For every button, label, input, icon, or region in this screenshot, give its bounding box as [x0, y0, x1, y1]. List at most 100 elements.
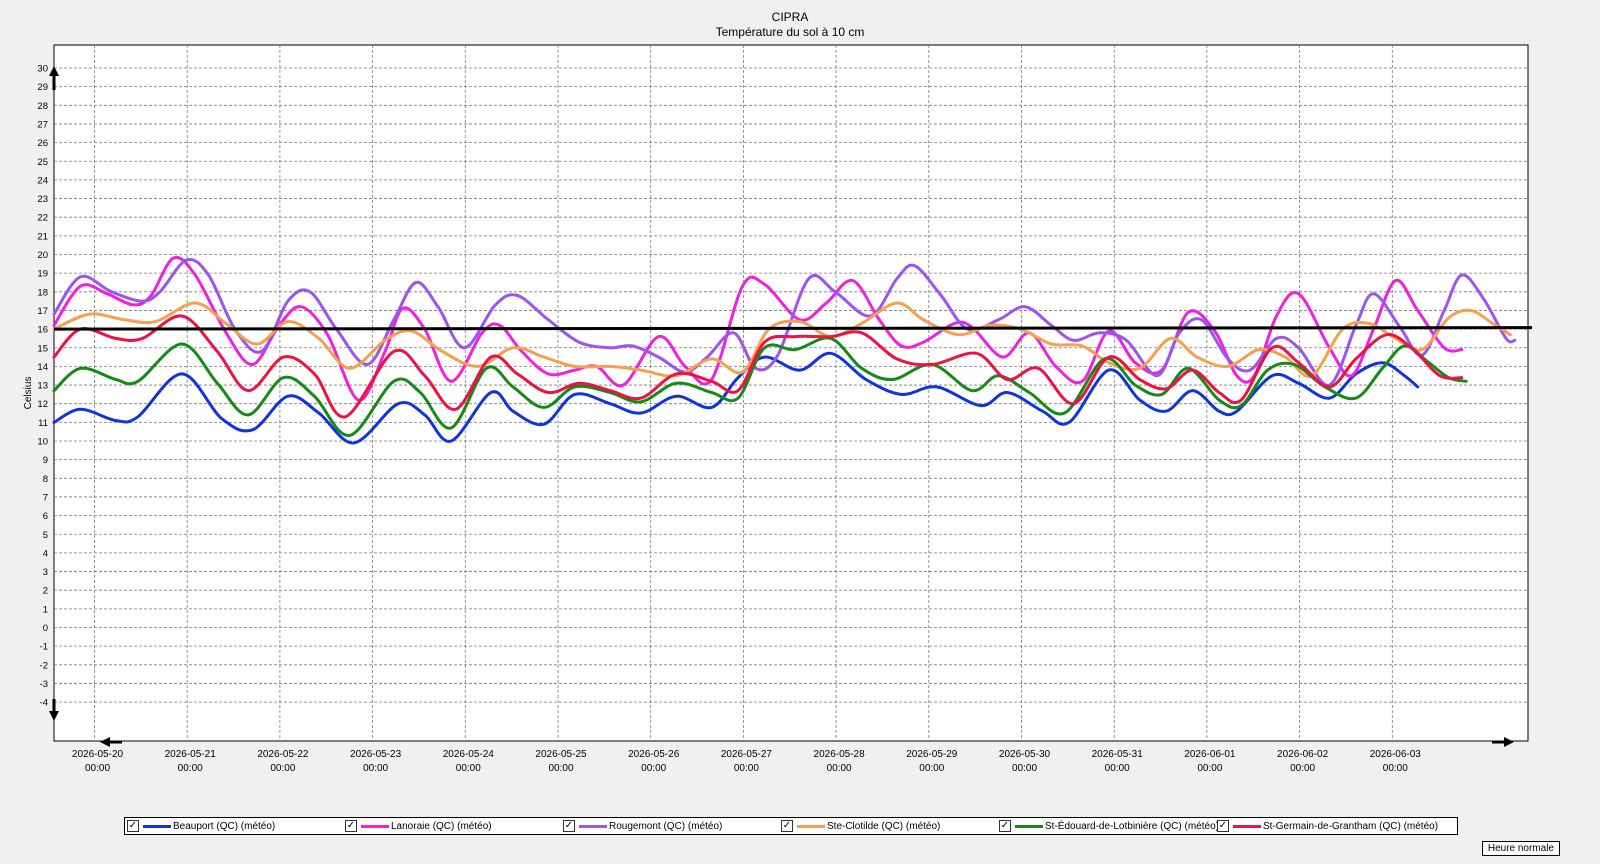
y-tick-label: 13 — [37, 381, 48, 392]
y-tick-label: 17 — [37, 306, 48, 317]
x-tick-date: 2026-05-29 — [906, 749, 958, 760]
y-tick-label: 26 — [37, 138, 48, 149]
y-tick-label: 24 — [37, 175, 48, 186]
x-tick-date: 2026-05-21 — [165, 749, 217, 760]
grid — [54, 45, 1528, 741]
x-tick-time: 00:00 — [919, 763, 944, 774]
legend-label: Ste-Clotilde (QC) (météo) — [827, 820, 941, 832]
legend-checkbox-icon[interactable]: ✓ — [999, 820, 1011, 832]
legend-label: St-Germain-de-Grantham (QC) (météo) — [1263, 820, 1439, 832]
scroll-left-arrow-icon[interactable] — [100, 737, 122, 747]
x-tick-date: 2026-05-31 — [1092, 749, 1144, 760]
y-axis-label: Celsius — [23, 377, 34, 410]
chart-title-block: CIPRA Température du sol à 10 cm — [0, 10, 1580, 40]
y-tick-label: -2 — [40, 660, 48, 671]
series-line-1 — [52, 255, 1464, 402]
series-line-5 — [52, 314, 1464, 419]
legend-checkbox-icon[interactable]: ✓ — [345, 820, 357, 832]
legend-label: Lanoraie (QC) (météo) — [391, 820, 492, 832]
x-tick-time: 00:00 — [178, 763, 203, 774]
chart-subtitle: Température du sol à 10 cm — [715, 25, 865, 39]
legend-item[interactable]: ✓ Beauport (QC) (météo) — [127, 819, 275, 833]
x-tick-time: 00:00 — [85, 763, 110, 774]
x-tick-date: 2026-06-02 — [1277, 749, 1329, 760]
y-tick-label: 10 — [37, 437, 48, 448]
x-tick-date: 2026-05-30 — [999, 749, 1051, 760]
legend-item[interactable]: ✓ St-Germain-de-Grantham (QC) (météo) — [1217, 819, 1438, 833]
x-tick-time: 00:00 — [1290, 763, 1315, 774]
y-tick-label: 16 — [37, 325, 48, 336]
y-tick-label: 28 — [37, 101, 48, 112]
y-tick-label: 9 — [43, 455, 48, 466]
y-tick-label: 14 — [37, 362, 48, 373]
legend-checkbox-icon[interactable]: ✓ — [127, 820, 139, 832]
y-axis-ticks: 3029282726252423222120191817161514131211… — [37, 64, 48, 709]
scroll-down-arrow-icon[interactable] — [49, 699, 59, 721]
y-tick-label: 4 — [43, 548, 48, 559]
legend-label: Beauport (QC) (météo) — [173, 820, 276, 832]
y-tick-label: 19 — [37, 269, 48, 280]
x-tick-time: 00:00 — [734, 763, 759, 774]
x-tick-time: 00:00 — [1197, 763, 1222, 774]
x-tick-date: 2026-05-28 — [814, 749, 866, 760]
y-tick-label: 7 — [43, 492, 48, 503]
x-tick-date: 2026-05-20 — [72, 749, 124, 760]
y-tick-label: 1 — [43, 604, 48, 615]
plot-area — [53, 44, 1529, 742]
x-tick-time: 00:00 — [1012, 763, 1037, 774]
legend-swatch — [1233, 824, 1261, 828]
legend-label: Rougemont (QC) (météo) — [609, 820, 723, 832]
x-tick-time: 00:00 — [1383, 763, 1408, 774]
legend-swatch — [579, 824, 607, 828]
y-tick-label: 18 — [37, 287, 48, 298]
series-line-4 — [52, 336, 1468, 437]
y-tick-label: -1 — [40, 642, 48, 653]
legend-swatch — [361, 824, 389, 828]
x-tick-date: 2026-05-24 — [443, 749, 495, 760]
legend-checkbox-icon[interactable]: ✓ — [563, 820, 575, 832]
series-lines — [52, 255, 1517, 445]
legend-item[interactable]: ✓ Lanoraie (QC) (météo) — [345, 819, 492, 833]
x-tick-date: 2026-05-23 — [350, 749, 402, 760]
y-tick-label: 6 — [43, 511, 48, 522]
x-tick-date: 2026-05-26 — [628, 749, 680, 760]
scroll-right-arrow-icon[interactable] — [1492, 737, 1514, 747]
legend-item[interactable]: ✓ St-Édouard-de-Lotbinière (QC) (météo) — [999, 819, 1219, 833]
x-tick-date: 2026-06-03 — [1370, 749, 1422, 760]
y-tick-label: 29 — [37, 82, 48, 93]
y-tick-label: 22 — [37, 213, 48, 224]
legend-label: St-Édouard-de-Lotbinière (QC) (météo) — [1045, 820, 1219, 832]
y-tick-label: 20 — [37, 250, 48, 261]
legend-item[interactable]: ✓ Rougemont (QC) (météo) — [563, 819, 722, 833]
legend-checkbox-icon[interactable]: ✓ — [1217, 820, 1229, 832]
series-line-2 — [52, 257, 1517, 387]
scroll-up-arrow-icon[interactable] — [49, 66, 59, 90]
x-tick-date: 2026-05-25 — [535, 749, 587, 760]
x-tick-time: 00:00 — [827, 763, 852, 774]
y-tick-label: 8 — [43, 474, 48, 485]
y-tick-label: -3 — [40, 679, 48, 690]
time-mode-button[interactable]: Heure normale — [1481, 841, 1560, 856]
y-tick-label: 25 — [37, 157, 48, 168]
x-tick-time: 00:00 — [363, 763, 388, 774]
y-tick-label: 21 — [37, 231, 48, 242]
y-tick-label: 11 — [38, 418, 48, 429]
x-tick-time: 00:00 — [548, 763, 573, 774]
chart-title: CIPRA — [771, 10, 809, 24]
x-tick-time: 00:00 — [1105, 763, 1130, 774]
legend-checkbox-icon[interactable]: ✓ — [781, 820, 793, 832]
x-tick-time: 00:00 — [456, 763, 481, 774]
y-tick-label: -4 — [40, 698, 48, 709]
y-tick-label: 12 — [37, 399, 48, 410]
series-line-0 — [52, 351, 1420, 445]
y-tick-label: 3 — [43, 567, 48, 578]
legend-swatch — [797, 824, 825, 828]
x-tick-date: 2026-06-01 — [1184, 749, 1236, 760]
y-tick-label: 30 — [37, 64, 48, 75]
y-tick-label: 15 — [37, 343, 48, 354]
legend-item[interactable]: ✓ Ste-Clotilde (QC) (météo) — [781, 819, 940, 833]
x-tick-time: 00:00 — [270, 763, 295, 774]
legend-swatch — [1015, 824, 1043, 828]
legend-swatch — [143, 824, 171, 828]
